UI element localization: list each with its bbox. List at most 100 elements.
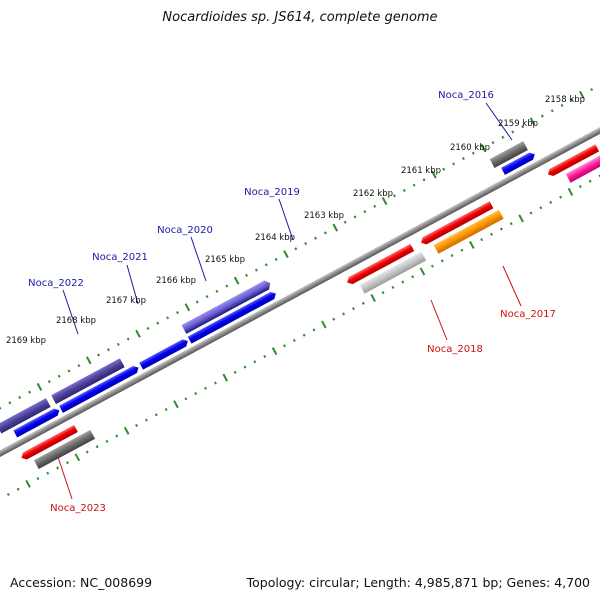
minor-tick (204, 386, 208, 390)
gene-arrow-minus[interactable] (345, 243, 415, 286)
minor-tick (521, 125, 525, 129)
minor-tick (343, 220, 347, 224)
minor-tick (422, 178, 426, 182)
gene-arrow-plus[interactable] (489, 141, 528, 168)
gene-label[interactable]: Noca_2016 (438, 90, 494, 101)
minor-tick (97, 353, 101, 357)
major-tick (567, 187, 574, 196)
minor-tick (450, 254, 454, 258)
gene-arrow-plus[interactable] (13, 407, 61, 438)
minor-tick (323, 231, 327, 235)
tick-label: 2159 kbp (498, 119, 538, 129)
tick-label: 2166 kbp (156, 276, 196, 286)
minor-tick (363, 210, 367, 214)
minor-tick (560, 103, 564, 107)
gene-label[interactable]: Noca_2021 (92, 252, 148, 263)
gene-label-leader (502, 265, 522, 307)
minor-tick (412, 183, 416, 187)
minor-tick (46, 471, 50, 475)
major-tick (469, 240, 475, 249)
minor-tick (245, 273, 248, 277)
gene-arrow-plus[interactable] (0, 398, 51, 434)
minor-tick (274, 257, 278, 261)
gene-arrow-plus[interactable] (181, 279, 273, 334)
minor-tick (549, 200, 553, 204)
gene-arrow-plus[interactable] (501, 151, 536, 175)
gene-label[interactable]: Noca_2018 (427, 344, 483, 355)
gene-label-leader (126, 264, 139, 305)
major-tick (184, 303, 191, 312)
major-tick (85, 356, 92, 365)
gene-track (0, 141, 600, 470)
minor-tick (491, 141, 495, 145)
tick-label: 2165 kbp (205, 255, 245, 265)
gene-label[interactable]: Noca_2022 (28, 278, 84, 289)
gene-arrow-plus[interactable] (51, 358, 125, 405)
tick-label: 2167 kbp (106, 296, 146, 306)
minor-tick (361, 301, 365, 305)
minor-tick (184, 397, 188, 401)
gene-label[interactable]: Noca_2023 (50, 503, 106, 514)
gene-label-leader (485, 102, 513, 141)
gene-arrow-plus[interactable] (59, 364, 140, 413)
major-tick (233, 276, 240, 285)
major-tick (321, 320, 327, 329)
minor-tick (166, 316, 170, 320)
minor-tick (460, 248, 464, 252)
minor-tick (411, 275, 415, 279)
tick-labels: 2158 kbp 2159 kbp 2160 kbp 2161 kbp 2162 kbp… (6, 95, 585, 346)
minor-tick (480, 238, 484, 242)
major-tick (579, 90, 585, 99)
minor-tick (342, 312, 346, 316)
gene-label-leader (190, 236, 207, 282)
minor-tick (176, 311, 179, 315)
gene-label-leader (62, 289, 79, 335)
minor-tick (401, 280, 405, 284)
minor-tick (314, 236, 318, 240)
gene-label[interactable]: Noca_2020 (157, 225, 213, 236)
minor-tick (462, 157, 465, 161)
minor-tick (501, 135, 505, 139)
gene-arrow-minus[interactable] (546, 144, 600, 178)
minor-tick (154, 413, 158, 417)
gene-label-leader (57, 456, 73, 500)
gene-arrow-minus[interactable] (33, 429, 96, 470)
minor-tick (391, 285, 395, 289)
minor-tick (550, 109, 554, 113)
minor-tick (570, 98, 574, 102)
major-tick (518, 214, 524, 223)
minor-tick (353, 215, 357, 219)
minor-tick (194, 392, 198, 396)
gene-arrow-plus[interactable] (187, 290, 278, 344)
minor-tick (529, 211, 533, 215)
minor-tick (264, 263, 268, 267)
tick-track-lower (6, 174, 600, 497)
minor-tick (8, 401, 12, 405)
gene-arrow-minus[interactable] (565, 154, 600, 183)
major-tick (36, 382, 43, 391)
minor-tick (578, 184, 582, 189)
minor-tick (263, 354, 267, 358)
minor-tick (392, 194, 396, 198)
gene-arrow-plus[interactable] (139, 338, 189, 370)
gene-label[interactable]: Noca_2017 (500, 309, 556, 320)
gene-label[interactable]: Noca_2019 (244, 187, 300, 198)
major-tick (332, 223, 339, 232)
tick-label: 2169 kbp (6, 336, 46, 346)
major-tick (173, 400, 179, 409)
minor-tick (254, 268, 258, 272)
minor-tick (115, 434, 119, 438)
gene-arrow-minus[interactable] (359, 251, 427, 294)
gene-label-leader (278, 198, 294, 241)
minor-tick (0, 406, 2, 410)
minor-tick (215, 289, 219, 293)
major-tick (25, 479, 31, 488)
minor-tick (302, 333, 306, 337)
gene-arrow-minus[interactable] (433, 209, 504, 254)
gene-arrow-minus[interactable] (419, 201, 494, 246)
minor-tick (205, 295, 209, 299)
minor-tick (105, 439, 109, 443)
gene-arrow-minus[interactable] (19, 425, 78, 461)
major-tick (480, 143, 486, 152)
